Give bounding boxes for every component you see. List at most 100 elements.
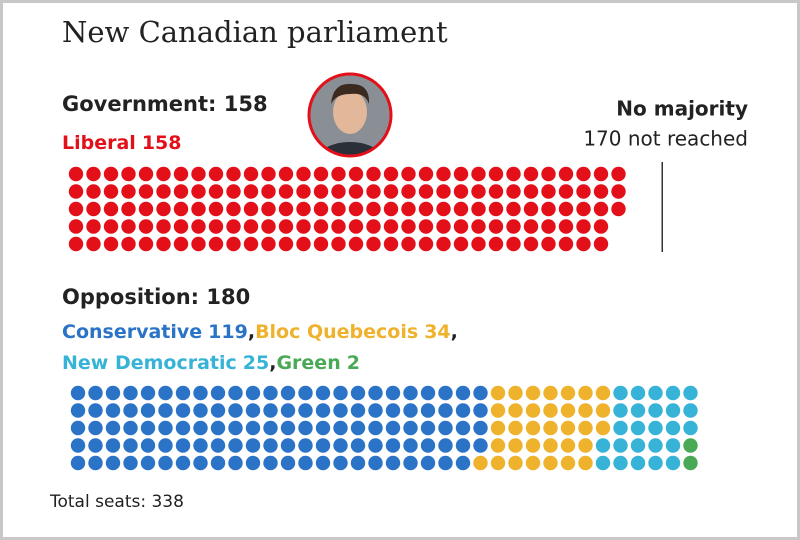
legend-separator: , <box>451 321 458 343</box>
seat-dot <box>418 236 434 252</box>
seat-dot <box>226 201 241 217</box>
seat-dot <box>683 438 698 453</box>
legend-entry: Liberal 158 <box>62 132 181 154</box>
seat-dot <box>298 385 313 401</box>
seat-dot <box>278 201 294 217</box>
seat-dot <box>105 403 121 418</box>
seat-dot <box>350 403 366 418</box>
seat-dot <box>648 403 663 418</box>
seat-dot <box>86 236 101 252</box>
seat-dot <box>208 184 224 199</box>
seat-dot <box>383 219 399 234</box>
seat-dot <box>490 385 506 401</box>
seat-dot <box>228 438 243 453</box>
seat-dot <box>210 403 226 418</box>
seat-dot <box>70 420 86 436</box>
seat-dot <box>473 455 488 471</box>
seat-dot <box>313 166 329 182</box>
seat-dot <box>473 385 488 401</box>
seat-dot <box>296 201 311 217</box>
seat-dot <box>243 166 259 182</box>
seat-dot <box>438 455 453 471</box>
seat-dot <box>455 455 471 471</box>
seat-dot <box>278 166 294 182</box>
seat-dot <box>226 166 241 182</box>
seat-dot <box>193 438 208 453</box>
threshold-title: No majority <box>616 97 748 121</box>
seat-dot <box>613 438 628 453</box>
seat-dot <box>315 385 331 401</box>
seat-dot <box>261 166 276 182</box>
seat-dot <box>541 166 556 182</box>
seat-dot <box>506 219 521 234</box>
seat-dot <box>175 403 191 418</box>
seat-dot <box>471 184 486 199</box>
legend-name: Bloc Quebecois <box>255 321 418 343</box>
seat-dot <box>70 403 86 418</box>
seat-dot <box>403 385 418 401</box>
seat-dot <box>455 385 471 401</box>
seat-dot <box>296 166 311 182</box>
seat-dot <box>436 201 451 217</box>
legend-name: Green <box>276 352 340 374</box>
seat-dot <box>418 166 434 182</box>
seat-dot <box>88 420 103 436</box>
seat-dot <box>333 403 348 418</box>
seat-dot <box>578 420 593 436</box>
seat-dot <box>208 219 224 234</box>
seat-dot <box>173 219 189 234</box>
seat-dot <box>525 403 541 418</box>
seat-dot <box>508 385 523 401</box>
seat-dot <box>243 201 259 217</box>
seat-dot <box>228 455 243 471</box>
seat-dot <box>453 219 469 234</box>
seat-dot <box>471 219 486 234</box>
seat-dot <box>263 438 278 453</box>
seat-dot <box>436 166 451 182</box>
seat-dot <box>630 420 646 436</box>
seat-dot <box>245 385 261 401</box>
seat-dot <box>280 455 296 471</box>
seat-dot <box>313 201 329 217</box>
seat-dot <box>140 420 156 436</box>
seat-dot <box>193 455 208 471</box>
group-title: Opposition: 180 <box>62 285 250 309</box>
seat-dot <box>261 219 276 234</box>
seat-dot <box>523 201 539 217</box>
seat-dot <box>418 184 434 199</box>
seat-dot <box>506 184 521 199</box>
seat-dot <box>88 403 103 418</box>
seat-dot <box>105 420 121 436</box>
seat-dot <box>383 184 399 199</box>
seat-dot <box>420 403 436 418</box>
seat-dot <box>138 201 154 217</box>
seat-dot <box>490 438 506 453</box>
seat-dot <box>103 219 119 234</box>
seat-dot <box>543 403 558 418</box>
seat-dot <box>541 236 556 252</box>
seat-dot <box>208 166 224 182</box>
seat-dot <box>348 236 364 252</box>
seat-dot <box>593 219 609 234</box>
seat-dot <box>648 455 663 471</box>
seat-dot <box>226 219 241 234</box>
seat-dot <box>438 438 453 453</box>
seat-dot <box>103 166 119 182</box>
seat-dot <box>471 201 486 217</box>
seat-dot <box>436 236 451 252</box>
seat-dot <box>191 236 206 252</box>
seat-dot <box>401 184 416 199</box>
legend-value: 158 <box>142 132 182 154</box>
seat-dot <box>261 201 276 217</box>
seat-dot <box>226 184 241 199</box>
seat-dot <box>471 236 486 252</box>
legend-separator: , <box>269 352 276 374</box>
seat-dot <box>333 455 348 471</box>
seat-dot <box>541 219 556 234</box>
seat-dot <box>613 455 628 471</box>
seat-dot <box>280 438 296 453</box>
seat-dot <box>156 219 171 234</box>
seat-dot <box>123 420 138 436</box>
seat-dot <box>490 455 506 471</box>
